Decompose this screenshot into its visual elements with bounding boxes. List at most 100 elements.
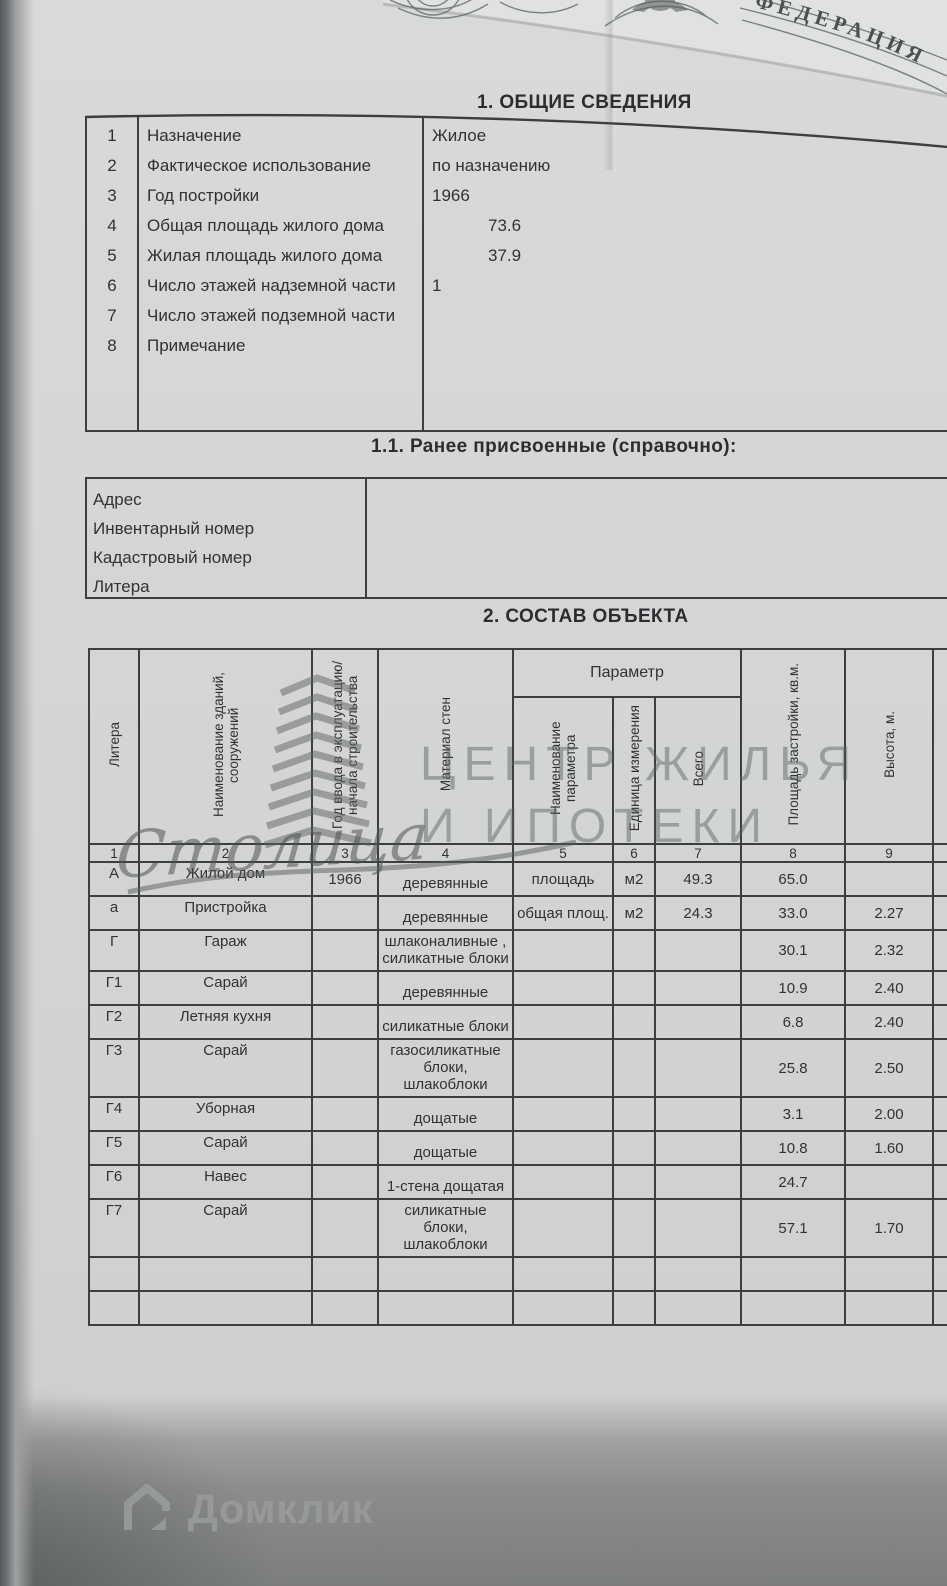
cell-name: Навес xyxy=(138,1164,313,1200)
cell-total xyxy=(654,929,742,972)
cell-year: 1966 xyxy=(311,861,379,897)
header-material-label: Материал стен xyxy=(438,697,453,792)
table-row: Г2 Летняя кухня силикатные блоки 6.8 2.4… xyxy=(88,1004,947,1040)
general-info-table: 1 2 3 4 5 6 7 8 Назначение Фактическое и… xyxy=(85,116,947,432)
table-row xyxy=(88,1256,947,1292)
cell-clipped xyxy=(932,1198,947,1258)
cell-material: силикатные блоки, шлакоблоки xyxy=(377,1198,514,1258)
header-unit-label: Единица измерения xyxy=(626,705,642,832)
table-row: Г5 Сарай дощатые 10.8 1.60 xyxy=(88,1130,947,1166)
cell-name: Сарай xyxy=(138,1038,313,1098)
cell-height xyxy=(844,1164,934,1200)
domclick-house-icon xyxy=(124,1484,170,1530)
header-clipped-column xyxy=(932,648,947,845)
cell-area: 33.0 xyxy=(740,895,846,931)
row-number: 6 xyxy=(107,276,117,295)
cell-year xyxy=(311,1096,379,1132)
cell-unit xyxy=(612,970,656,1006)
photo-left-edge xyxy=(0,0,34,1586)
cell-height: 2.00 xyxy=(844,1096,934,1132)
cell-year xyxy=(311,895,379,931)
row-value: по назначению xyxy=(432,156,551,175)
cell-unit xyxy=(612,1096,656,1132)
cell-clipped xyxy=(932,1256,947,1292)
cell-param-name xyxy=(512,1290,614,1326)
cell-year xyxy=(311,970,379,1006)
cell-unit xyxy=(612,1038,656,1098)
cell-height: 2.40 xyxy=(844,970,934,1006)
cell-clipped xyxy=(932,895,947,931)
column-number: 1 xyxy=(88,843,140,863)
row-number: 4 xyxy=(107,216,117,235)
cell-year xyxy=(311,1198,379,1258)
cell-unit xyxy=(612,1164,656,1200)
cell-litera: а xyxy=(88,895,140,931)
cell-param-name xyxy=(512,1038,614,1098)
cell-unit xyxy=(612,1290,656,1326)
cell-area: 24.7 xyxy=(740,1164,846,1200)
row-label: Кадастровый номер xyxy=(93,548,252,567)
cell-material: деревянные xyxy=(377,895,514,931)
composition-body: А Жилой дом 1966 деревянные площадь м2 4… xyxy=(88,861,947,1326)
cell-clipped xyxy=(932,929,947,972)
domclick-watermark: Домклик xyxy=(118,1480,373,1538)
cell-area: 3.1 xyxy=(740,1096,846,1132)
column-number: 5 xyxy=(512,843,614,863)
composition-header: Литера Наименование зданий, сооружений Г… xyxy=(88,648,947,863)
cell-total xyxy=(654,1198,742,1258)
table-row: Г1 Сарай деревянные 10.9 2.40 xyxy=(88,970,947,1006)
header-row-main: Литера Наименование зданий, сооружений Г… xyxy=(88,648,947,845)
cell-height: 2.32 xyxy=(844,929,934,972)
cell-height xyxy=(844,861,934,897)
cell-area: 65.0 xyxy=(740,861,846,897)
column-number: 4 xyxy=(377,843,514,863)
column-number: 7 xyxy=(654,843,742,863)
cell-year xyxy=(311,1256,379,1292)
row-value: Жилое xyxy=(432,126,487,145)
header-row-sub: Наименование параметра Единица измерения… xyxy=(89,696,947,845)
banknote-ornament: ФЕДЕРАЦИЯ xyxy=(382,0,947,98)
header-total: Всего xyxy=(654,696,742,845)
column-numbers-row: 1 2 3 4 5 6 7 8 9 xyxy=(88,843,947,863)
general-info-number-column: 1 2 3 4 5 6 7 8 xyxy=(87,116,139,430)
cell-name: Сарай xyxy=(138,1198,313,1258)
header-param-name: Наименование параметра xyxy=(512,696,614,845)
cell-area xyxy=(740,1290,846,1326)
cell-unit xyxy=(612,1198,656,1258)
row-label: Год постройки xyxy=(147,186,260,205)
row-label: Адрес xyxy=(93,490,142,509)
paper-crease xyxy=(604,0,618,170)
cell-param-name xyxy=(512,1130,614,1166)
cell-material: силикатные блоки xyxy=(377,1004,514,1040)
column-number: 9 xyxy=(844,843,934,863)
cell-litera xyxy=(88,1290,140,1326)
cell-total xyxy=(654,1130,742,1166)
cell-clipped xyxy=(932,861,947,897)
row-value: 1966 xyxy=(432,186,470,205)
cell-total: 24.3 xyxy=(654,895,742,931)
cell-unit xyxy=(612,929,656,972)
column-number: 8 xyxy=(740,843,846,863)
cell-total xyxy=(654,1164,742,1200)
cell-name xyxy=(138,1290,313,1326)
row-number: 7 xyxy=(107,306,117,325)
row-number: 2 xyxy=(107,156,117,175)
cell-param-name xyxy=(512,1164,614,1200)
cell-clipped xyxy=(932,970,947,1006)
header-litera-label: Литера xyxy=(106,722,122,767)
row-value: 73.6 xyxy=(488,216,522,235)
cell-area: 57.1 xyxy=(740,1198,846,1258)
cell-name xyxy=(138,1256,313,1292)
cell-total xyxy=(654,1096,742,1132)
cell-litera: Г4 xyxy=(88,1096,140,1132)
table-row: Г Гараж шлаконаливные , силикатные блоки… xyxy=(88,929,947,972)
photo-bottom-shadow xyxy=(0,1396,947,1586)
cell-area: 30.1 xyxy=(740,929,846,972)
cell-height xyxy=(844,1256,934,1292)
cell-year xyxy=(311,1164,379,1200)
cell-year xyxy=(311,1290,379,1326)
cell-material: деревянные xyxy=(377,861,514,897)
cell-param-name xyxy=(512,970,614,1006)
header-material: Материал стен xyxy=(377,648,514,845)
